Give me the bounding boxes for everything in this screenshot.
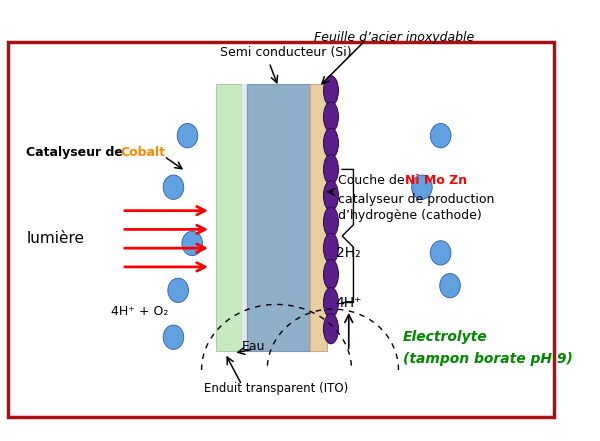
Text: Enduit transparent (ITO): Enduit transparent (ITO) (205, 382, 349, 395)
Text: 4H⁺ + O₂: 4H⁺ + O₂ (110, 306, 168, 318)
Ellipse shape (323, 259, 338, 289)
Ellipse shape (182, 231, 203, 256)
Text: Ni Mo Zn: Ni Mo Zn (405, 174, 467, 187)
Ellipse shape (412, 175, 432, 199)
Text: 4H⁺: 4H⁺ (335, 295, 362, 310)
Ellipse shape (430, 123, 451, 148)
Ellipse shape (168, 278, 188, 303)
Text: Cobalt: Cobalt (120, 146, 165, 159)
Text: d’hydrogène (cathode): d’hydrogène (cathode) (338, 209, 481, 222)
Ellipse shape (177, 123, 198, 148)
Ellipse shape (430, 241, 451, 265)
Text: Couche de: Couche de (338, 174, 408, 187)
Ellipse shape (163, 175, 184, 199)
Bar (215, 84, 242, 351)
Bar (247, 84, 310, 351)
Ellipse shape (323, 288, 338, 318)
Ellipse shape (323, 76, 338, 106)
Text: Electrolyte: Electrolyte (403, 330, 488, 344)
Ellipse shape (323, 207, 338, 237)
Ellipse shape (440, 273, 460, 298)
Text: Eau: Eau (242, 340, 265, 353)
Text: (tampon borate pH 9): (tampon borate pH 9) (403, 352, 573, 366)
Text: 2H₂: 2H₂ (335, 246, 360, 260)
Text: Catalyseur de: Catalyseur de (26, 146, 128, 159)
Text: Feuille d’acier inoxydable: Feuille d’acier inoxydable (314, 30, 474, 44)
Text: catalyseur de production: catalyseur de production (338, 193, 494, 206)
Ellipse shape (323, 314, 338, 344)
Text: Semi conducteur (Si): Semi conducteur (Si) (220, 46, 352, 59)
Ellipse shape (323, 154, 338, 184)
Ellipse shape (323, 102, 338, 132)
Ellipse shape (323, 233, 338, 263)
Text: lumière: lumière (26, 231, 84, 246)
Ellipse shape (323, 128, 338, 158)
Bar (310, 84, 327, 351)
Ellipse shape (323, 181, 338, 211)
Bar (242, 84, 247, 351)
Ellipse shape (163, 325, 184, 349)
